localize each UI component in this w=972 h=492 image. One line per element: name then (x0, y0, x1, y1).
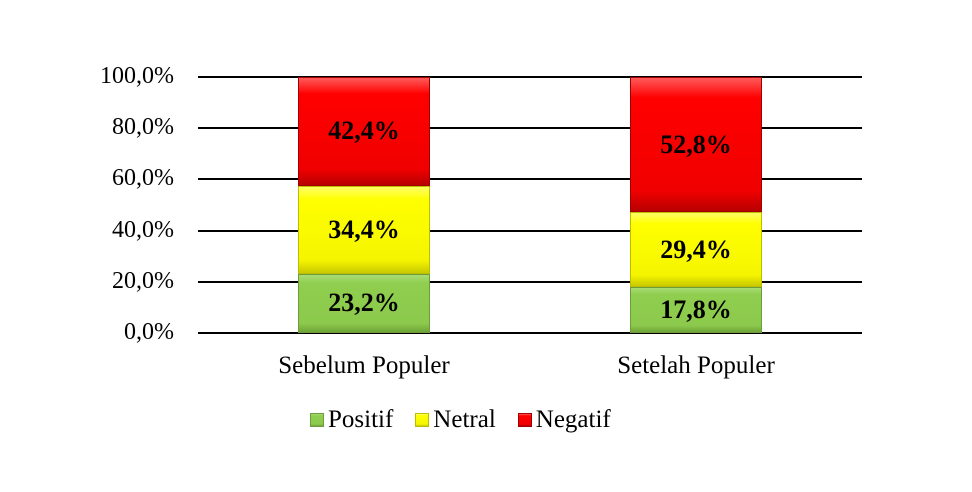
y-tick-label: 0,0% (124, 319, 174, 345)
data-label: 34,4% (328, 214, 400, 244)
bar-segment-netral: 34,4% (298, 185, 430, 274)
y-tick-label: 20,0% (112, 267, 174, 294)
bar-segment-positif: 17,8% (630, 287, 762, 333)
data-label: 29,4% (660, 234, 732, 264)
legend-swatch-icon (517, 413, 532, 427)
y-tick-label: 60,0% (112, 165, 174, 192)
y-tick-label: 40,0% (112, 216, 174, 243)
legend-item-negatif: Negatif (517, 406, 611, 434)
data-label: 23,2% (328, 288, 400, 318)
y-tick-label: 80,0% (112, 114, 174, 141)
y-tick-label: 100,0% (100, 63, 174, 89)
bar-segment-negatif: 52,8% (630, 77, 762, 213)
data-label: 42,4% (328, 116, 400, 146)
gridline (198, 178, 862, 181)
legend-swatch-icon (415, 413, 430, 427)
data-label: 17,8% (660, 295, 732, 325)
bar-segment-negatif: 42,4% (298, 77, 430, 186)
bar-1: 17,8% 29,4% 52,8% (630, 77, 762, 333)
x-tick-label: Setelah Populer (617, 352, 775, 379)
legend-item-netral: Netral (415, 406, 496, 434)
gridline (198, 229, 862, 232)
x-tick-label: Sebelum Populer (278, 352, 450, 379)
gridline (198, 332, 862, 334)
bar-segment-positif: 23,2% (298, 273, 430, 333)
gridline (198, 127, 862, 130)
bar-segment-netral: 29,4% (630, 212, 762, 288)
data-label: 52,8% (660, 129, 732, 159)
legend-swatch-icon (310, 413, 324, 427)
legend: Positif Netral Negatif (310, 406, 633, 434)
legend-label: Positif (328, 406, 394, 433)
legend-label: Negatif (535, 406, 611, 433)
legend-item-positif: Positif (310, 406, 393, 434)
gridline (198, 76, 862, 78)
bar-0: 23,2% 34,4% 42,4% (298, 77, 430, 333)
legend-label: Netral (433, 406, 496, 433)
gridline (198, 280, 862, 283)
